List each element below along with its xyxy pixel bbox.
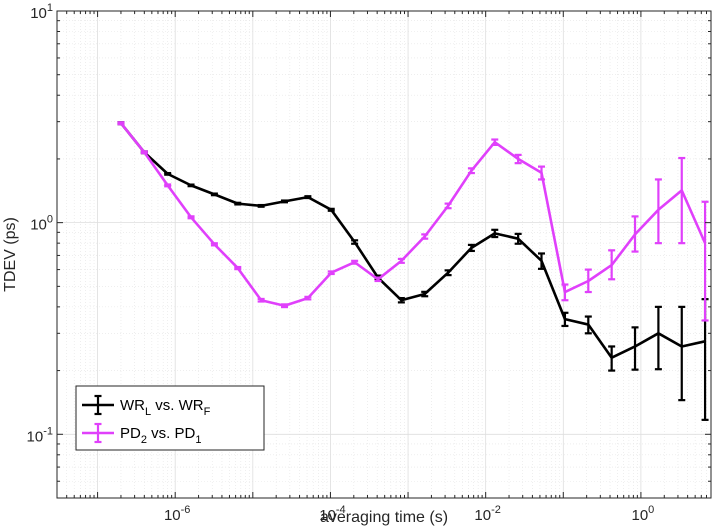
series-line bbox=[119, 122, 706, 360]
legend-label: WRL vs. WRF bbox=[120, 397, 211, 418]
error-bar bbox=[678, 156, 686, 245]
series-line bbox=[119, 122, 707, 308]
legend-box bbox=[75, 385, 265, 451]
error-bar bbox=[654, 305, 662, 371]
x-tick-label: 10-2 bbox=[474, 504, 500, 524]
legend: WRL vs. WRF PD2 vs. PD1 bbox=[75, 385, 265, 451]
legend-entry: PD2 vs. PD1 bbox=[82, 422, 201, 446]
y-tick-label: 101 bbox=[30, 2, 53, 22]
x-tick-label: 10-6 bbox=[164, 504, 190, 524]
x-tick-label: 10-4 bbox=[319, 504, 345, 524]
series-2 bbox=[117, 121, 709, 322]
series-1 bbox=[117, 121, 709, 421]
x-axis-label: averaging time (s) bbox=[320, 509, 448, 526]
axis-ticks bbox=[56, 10, 712, 499]
y-axis-label: TDEV (ps) bbox=[2, 217, 19, 292]
legend-label: PD2 vs. PD1 bbox=[120, 425, 201, 446]
error-bar bbox=[678, 305, 686, 402]
error-bar bbox=[701, 200, 709, 322]
x-tick-label: 100 bbox=[631, 504, 654, 524]
tick-labels: 10-6 10-4 10-2 100 10-1 100 101 bbox=[27, 2, 655, 524]
plot-frame bbox=[56, 10, 712, 499]
error-bar bbox=[631, 326, 639, 371]
y-tick-label: 100 bbox=[30, 214, 53, 234]
series-layer bbox=[117, 121, 709, 421]
y-tick-label: 10-1 bbox=[27, 425, 53, 445]
legend-entry: WRL vs. WRF bbox=[82, 394, 211, 418]
